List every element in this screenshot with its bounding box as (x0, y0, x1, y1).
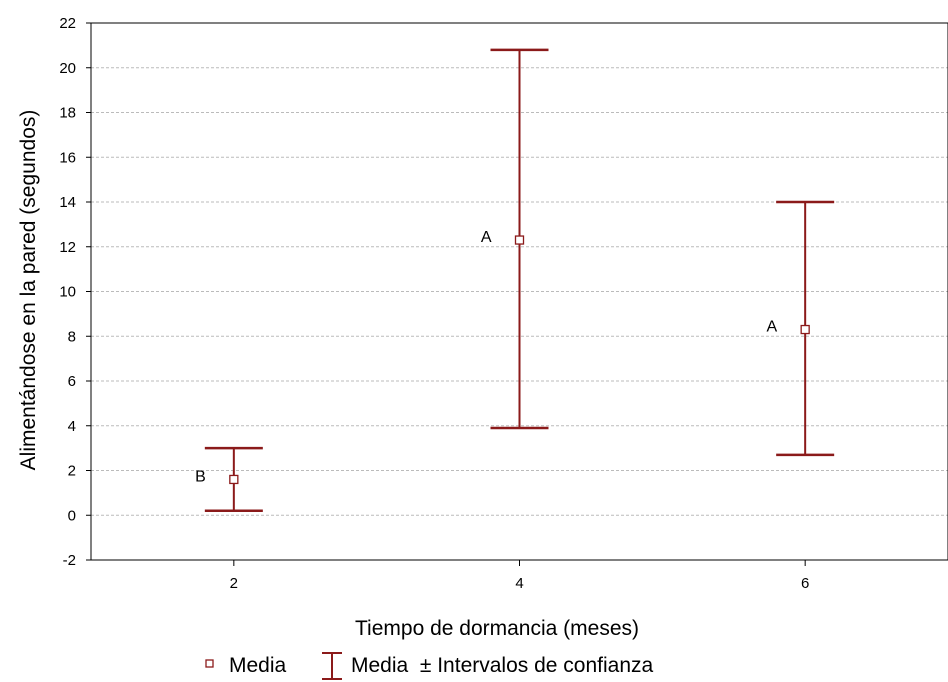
data-marks: B A A (195, 48, 835, 513)
group-letter: A (766, 319, 777, 336)
y-tick-label: 10 (59, 284, 76, 301)
y-tick-label: 20 (59, 60, 76, 77)
legend-label-media: Media (229, 654, 287, 677)
mean-marker (800, 324, 810, 335)
y-tick-label: 14 (59, 194, 76, 211)
group-letter: B (195, 468, 206, 485)
mean-marker (229, 474, 239, 485)
y-tick-label: -2 (63, 552, 76, 569)
x-axis: 2 4 6 (230, 560, 809, 592)
y-axis: -2 0 2 4 6 8 10 12 14 16 18 20 22 (59, 15, 91, 569)
x-tick-label: 6 (801, 575, 809, 592)
errorbar-2: B (195, 446, 263, 513)
mean-marker (514, 235, 525, 245)
x-tick-label: 4 (515, 575, 523, 592)
y-tick-label: 2 (68, 463, 76, 480)
x-axis-title: Tiempo de dormancia (meses) (355, 617, 639, 640)
group-letter: A (481, 229, 492, 246)
y-tick-label: 4 (68, 418, 76, 435)
errorbar-4: A (481, 48, 549, 430)
y-tick-label: 0 (68, 507, 76, 524)
x-tick-label: 2 (230, 575, 238, 592)
legend-marker-icon (205, 659, 214, 668)
y-tick-label: 16 (59, 149, 76, 166)
legend: Media Media ± Intervalos de confianza (205, 652, 654, 680)
errorbar-6: A (766, 200, 835, 457)
y-tick-label: 12 (59, 239, 76, 256)
legend-errorbar-icon (322, 652, 342, 680)
y-tick-label: 18 (59, 105, 76, 122)
legend-label-intervals: Media ± Intervalos de confianza (351, 654, 654, 677)
y-tick-label: 6 (68, 373, 76, 390)
y-tick-label: 22 (59, 15, 76, 32)
y-axis-title: Alimentándose en la pared (segundos) (17, 110, 40, 471)
y-tick-label: 8 (68, 328, 76, 345)
